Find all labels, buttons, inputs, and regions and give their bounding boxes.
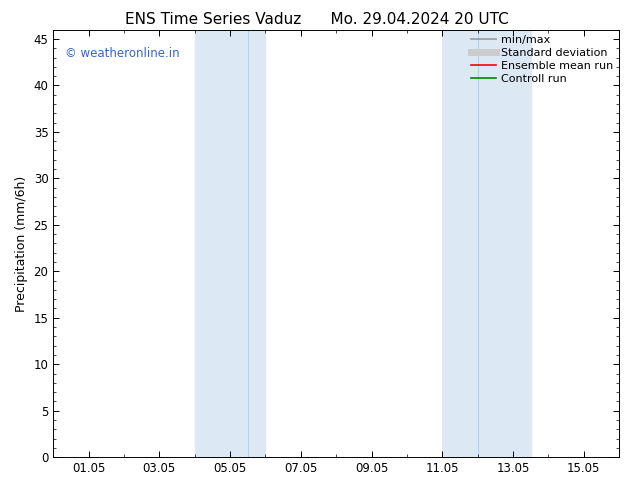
Legend: min/max, Standard deviation, Ensemble mean run, Controll run: min/max, Standard deviation, Ensemble me… xyxy=(471,35,614,84)
Y-axis label: Precipitation (mm/6h): Precipitation (mm/6h) xyxy=(15,175,28,312)
Bar xyxy=(195,30,266,457)
Text: ENS Time Series Vaduz      Mo. 29.04.2024 20 UTC: ENS Time Series Vaduz Mo. 29.04.2024 20 … xyxy=(125,12,509,27)
Bar xyxy=(443,30,531,457)
Text: © weatheronline.in: © weatheronline.in xyxy=(65,47,179,60)
